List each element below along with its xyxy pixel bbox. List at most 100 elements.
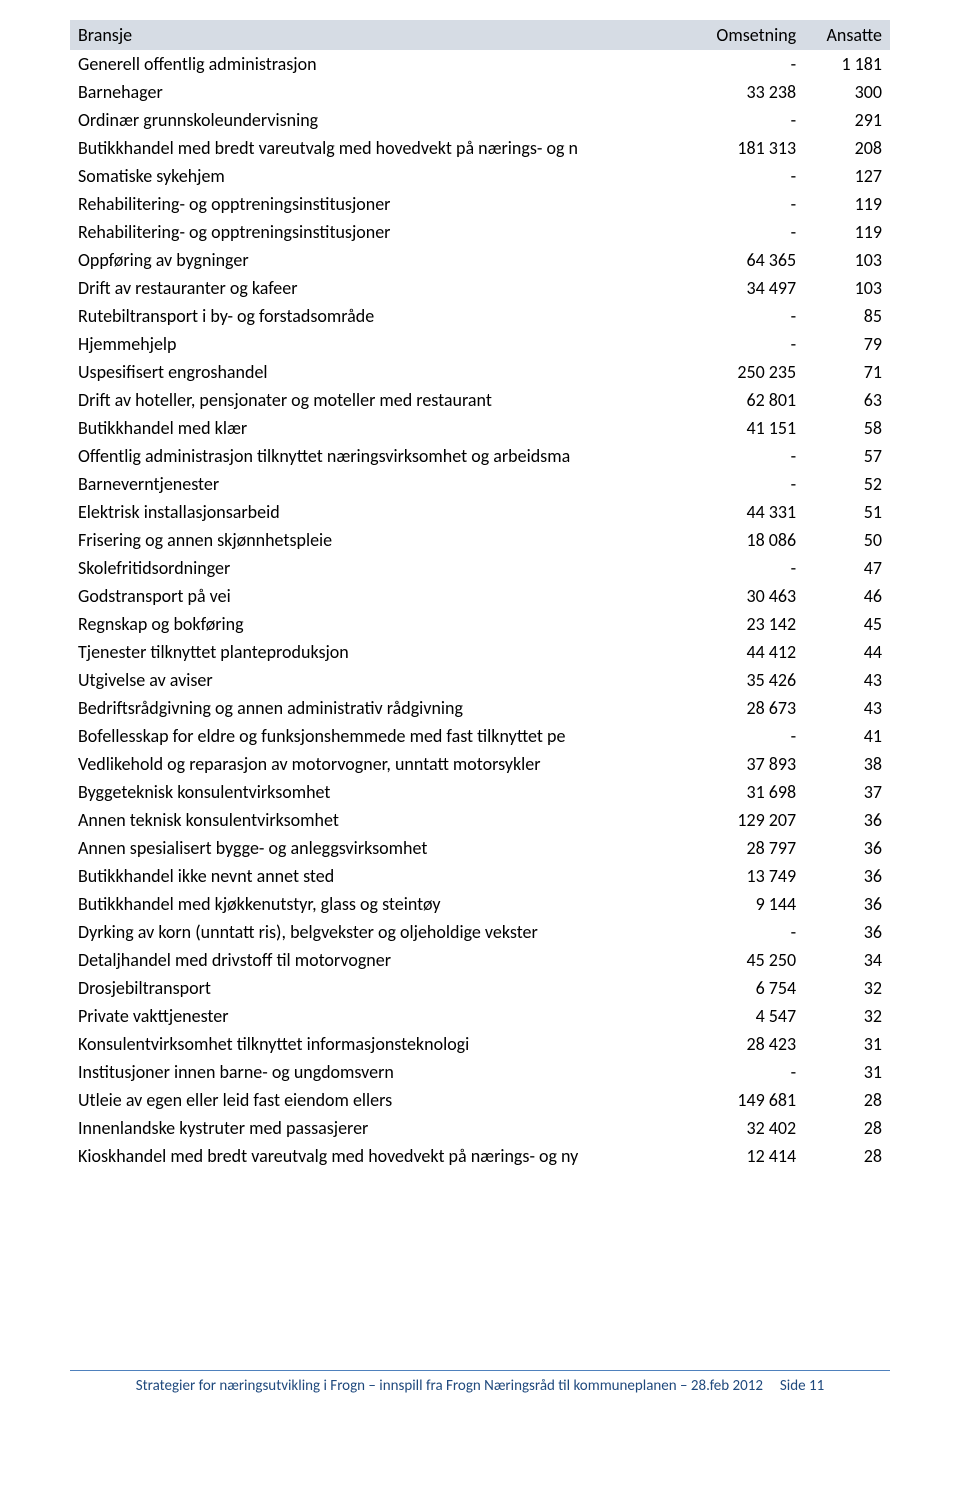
- table-row: Utgivelse av aviser35 42643: [70, 666, 890, 694]
- cell-ansatte: 32: [804, 974, 890, 1002]
- cell-ansatte: 41: [804, 722, 890, 750]
- cell-ansatte: 63: [804, 386, 890, 414]
- cell-bransje: Butikkhandel med bredt vareutvalg med ho…: [70, 134, 689, 162]
- cell-omsetning: 34 497: [689, 274, 804, 302]
- cell-ansatte: 119: [804, 190, 890, 218]
- cell-ansatte: 79: [804, 330, 890, 358]
- cell-ansatte: 57: [804, 442, 890, 470]
- cell-bransje: Uspesifisert engroshandel: [70, 358, 689, 386]
- cell-bransje: Private vakttjenester: [70, 1002, 689, 1030]
- cell-bransje: Offentlig administrasjon tilknyttet næri…: [70, 442, 689, 470]
- cell-bransje: Tjenester tilknyttet planteproduksjon: [70, 638, 689, 666]
- cell-omsetning: 28 673: [689, 694, 804, 722]
- cell-omsetning: 18 086: [689, 526, 804, 554]
- table-row: Annen spesialisert bygge- og anleggsvirk…: [70, 834, 890, 862]
- cell-ansatte: 36: [804, 862, 890, 890]
- cell-bransje: Vedlikehold og reparasjon av motorvogner…: [70, 750, 689, 778]
- cell-omsetning: 23 142: [689, 610, 804, 638]
- cell-bransje: Annen teknisk konsulentvirksomhet: [70, 806, 689, 834]
- cell-omsetning: 32 402: [689, 1114, 804, 1142]
- table-row: Drosjebiltransport6 75432: [70, 974, 890, 1002]
- cell-ansatte: 119: [804, 218, 890, 246]
- table-row: Uspesifisert engroshandel250 23571: [70, 358, 890, 386]
- cell-omsetning: -: [689, 722, 804, 750]
- cell-bransje: Drift av hoteller, pensjonater og motell…: [70, 386, 689, 414]
- table-row: Institusjoner innen barne- og ungdomsver…: [70, 1058, 890, 1086]
- cell-ansatte: 291: [804, 106, 890, 134]
- cell-bransje: Rutebiltransport i by- og forstadsområde: [70, 302, 689, 330]
- cell-ansatte: 46: [804, 582, 890, 610]
- cell-bransje: Utgivelse av aviser: [70, 666, 689, 694]
- cell-omsetning: 9 144: [689, 890, 804, 918]
- table-row: Generell offentlig administrasjon-1 181: [70, 50, 890, 78]
- cell-omsetning: 41 151: [689, 414, 804, 442]
- table-row: Elektrisk installasjonsarbeid44 33151: [70, 498, 890, 526]
- cell-bransje: Kioskhandel med bredt vareutvalg med hov…: [70, 1142, 689, 1170]
- cell-omsetning: 12 414: [689, 1142, 804, 1170]
- table-row: Butikkhandel med bredt vareutvalg med ho…: [70, 134, 890, 162]
- cell-ansatte: 300: [804, 78, 890, 106]
- cell-bransje: Drosjebiltransport: [70, 974, 689, 1002]
- table-row: Drift av restauranter og kafeer34 497103: [70, 274, 890, 302]
- table-row: Barnehager33 238300: [70, 78, 890, 106]
- cell-bransje: Frisering og annen skjønnhetspleie: [70, 526, 689, 554]
- cell-omsetning: -: [689, 218, 804, 246]
- table-row: Kioskhandel med bredt vareutvalg med hov…: [70, 1142, 890, 1170]
- cell-omsetning: 33 238: [689, 78, 804, 106]
- table-row: Godstransport på vei30 46346: [70, 582, 890, 610]
- cell-bransje: Elektrisk installasjonsarbeid: [70, 498, 689, 526]
- cell-bransje: Rehabilitering- og opptreningsinstitusjo…: [70, 218, 689, 246]
- cell-omsetning: -: [689, 442, 804, 470]
- cell-ansatte: 32: [804, 1002, 890, 1030]
- cell-bransje: Butikkhandel med klær: [70, 414, 689, 442]
- cell-omsetning: -: [689, 554, 804, 582]
- cell-omsetning: 28 423: [689, 1030, 804, 1058]
- table-row: Frisering og annen skjønnhetspleie18 086…: [70, 526, 890, 554]
- cell-ansatte: 36: [804, 806, 890, 834]
- cell-bransje: Ordinær grunnskoleundervisning: [70, 106, 689, 134]
- table-row: Byggeteknisk konsulentvirksomhet31 69837: [70, 778, 890, 806]
- cell-ansatte: 36: [804, 890, 890, 918]
- cell-ansatte: 45: [804, 610, 890, 638]
- table-row: Dyrking av korn (unntatt ris), belgvekst…: [70, 918, 890, 946]
- cell-ansatte: 44: [804, 638, 890, 666]
- table-row: Hjemmehjelp-79: [70, 330, 890, 358]
- table-row: Rehabilitering- og opptreningsinstitusjo…: [70, 218, 890, 246]
- cell-omsetning: -: [689, 470, 804, 498]
- cell-omsetning: 31 698: [689, 778, 804, 806]
- cell-omsetning: -: [689, 918, 804, 946]
- cell-ansatte: 34: [804, 946, 890, 974]
- cell-ansatte: 1 181: [804, 50, 890, 78]
- table-row: Ordinær grunnskoleundervisning-291: [70, 106, 890, 134]
- cell-omsetning: -: [689, 1058, 804, 1086]
- cell-omsetning: -: [689, 162, 804, 190]
- table-row: Detaljhandel med drivstoff til motorvogn…: [70, 946, 890, 974]
- table-header-row: Bransje Omsetning Ansatte: [70, 20, 890, 50]
- cell-ansatte: 31: [804, 1030, 890, 1058]
- footer-text: Strategier for næringsutvikling i Frogn …: [136, 1377, 763, 1395]
- table-row: Rehabilitering- og opptreningsinstitusjo…: [70, 190, 890, 218]
- table-row: Butikkhandel med kjøkkenutstyr, glass og…: [70, 890, 890, 918]
- cell-bransje: Innenlandske kystruter med passasjerer: [70, 1114, 689, 1142]
- footer-page-number: 11: [809, 1377, 824, 1395]
- cell-omsetning: 6 754: [689, 974, 804, 1002]
- table-row: Konsulentvirksomhet tilknyttet informasj…: [70, 1030, 890, 1058]
- cell-bransje: Rehabilitering- og opptreningsinstitusjo…: [70, 190, 689, 218]
- cell-omsetning: 13 749: [689, 862, 804, 890]
- cell-ansatte: 28: [804, 1086, 890, 1114]
- cell-ansatte: 50: [804, 526, 890, 554]
- cell-ansatte: 58: [804, 414, 890, 442]
- cell-ansatte: 127: [804, 162, 890, 190]
- cell-ansatte: 38: [804, 750, 890, 778]
- cell-ansatte: 36: [804, 918, 890, 946]
- cell-omsetning: 44 412: [689, 638, 804, 666]
- cell-omsetning: -: [689, 302, 804, 330]
- table-row: Offentlig administrasjon tilknyttet næri…: [70, 442, 890, 470]
- cell-omsetning: -: [689, 50, 804, 78]
- cell-ansatte: 52: [804, 470, 890, 498]
- footer-side-label: Side: [780, 1377, 806, 1395]
- cell-bransje: Skolefritidsordninger: [70, 554, 689, 582]
- cell-bransje: Butikkhandel med kjøkkenutstyr, glass og…: [70, 890, 689, 918]
- cell-bransje: Hjemmehjelp: [70, 330, 689, 358]
- cell-bransje: Bedriftsrådgivning og annen administrati…: [70, 694, 689, 722]
